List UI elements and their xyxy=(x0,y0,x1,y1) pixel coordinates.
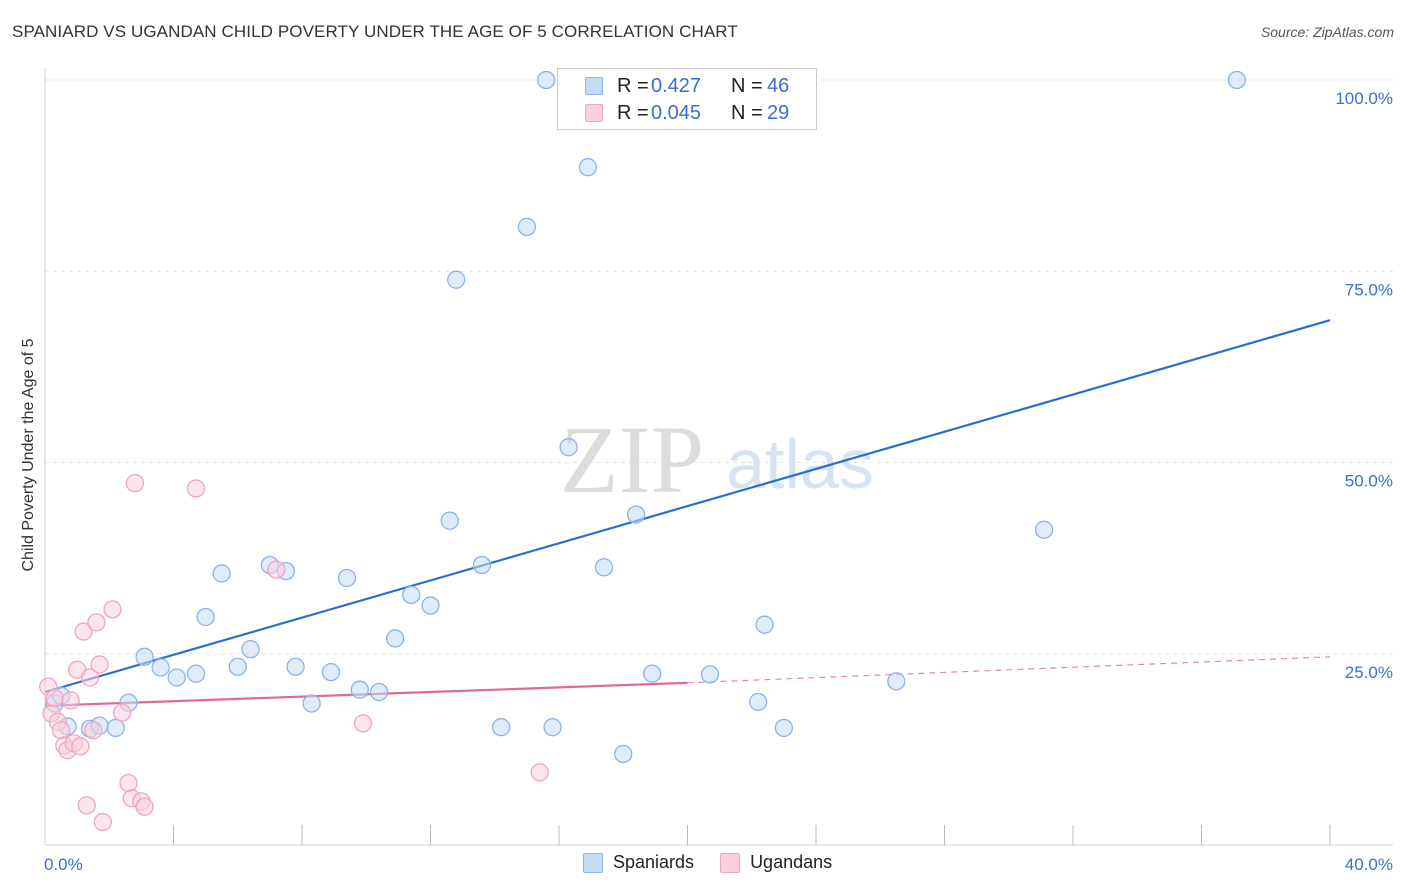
legend-r-label: R = xyxy=(617,101,649,124)
data-point xyxy=(103,600,122,619)
legend-n-value: 29 xyxy=(767,101,790,124)
legend-swatch-spaniards xyxy=(585,77,603,95)
trend-line-dashed-ugandans xyxy=(687,656,1331,684)
legend-r-label: R = xyxy=(617,74,649,97)
y-tick-label: 75.0% xyxy=(1345,280,1393,299)
data-point xyxy=(321,662,341,682)
chart-title: SPANIARD VS UGANDAN CHILD POVERTY UNDER … xyxy=(12,22,738,41)
data-point xyxy=(241,640,260,659)
data-point xyxy=(77,796,96,815)
data-point xyxy=(80,668,100,687)
legend-swatch-spaniards xyxy=(583,852,603,873)
data-point xyxy=(350,680,369,699)
data-point xyxy=(353,714,373,733)
legend-label-spaniards: Spaniards xyxy=(613,852,695,872)
data-point xyxy=(61,691,80,710)
data-point xyxy=(543,718,562,737)
data-point xyxy=(578,158,598,177)
data-point xyxy=(90,655,109,674)
data-point xyxy=(537,70,556,90)
data-point xyxy=(228,657,247,676)
data-point xyxy=(614,744,633,764)
data-point xyxy=(749,692,768,712)
watermark: ZIP atlas xyxy=(560,406,874,513)
x-tick-label-right: 40.0% xyxy=(1345,855,1393,874)
data-point xyxy=(212,564,231,583)
data-point xyxy=(559,438,578,457)
data-point xyxy=(1034,520,1054,539)
legend-swatch-ugandans xyxy=(585,104,603,122)
data-point xyxy=(135,797,154,816)
data-point xyxy=(151,658,170,677)
data-point xyxy=(386,629,405,648)
correlation-legend: R = 0.427 N = 46 R = 0.045 N = 29 xyxy=(557,68,817,130)
data-point xyxy=(887,672,906,691)
legend-item-ugandans[interactable]: Ugandans xyxy=(720,852,832,873)
data-point xyxy=(267,560,286,579)
data-point xyxy=(440,511,459,530)
data-point xyxy=(186,479,206,498)
data-points xyxy=(39,70,1246,832)
legend-swatch-ugandans xyxy=(720,852,741,873)
data-point xyxy=(421,596,440,615)
y-tick-label: 25.0% xyxy=(1345,663,1393,682)
legend-item-spaniards[interactable]: Spaniards xyxy=(583,852,694,873)
data-point xyxy=(302,694,321,713)
legend-n-value: 46 xyxy=(767,74,790,97)
data-point xyxy=(626,505,646,524)
data-point xyxy=(492,718,511,737)
legend-label-ugandans: Ugandans xyxy=(750,852,833,872)
legend-row-spaniards: R = 0.427 N = 46 xyxy=(585,74,790,98)
legend-n-label: N = xyxy=(731,74,763,97)
data-point xyxy=(402,585,421,604)
data-point xyxy=(643,664,662,683)
x-tick-label-left: 0.0% xyxy=(44,855,83,874)
data-point xyxy=(196,607,215,627)
data-point xyxy=(447,270,466,289)
data-point xyxy=(87,613,106,632)
y-tick-label: 100.0% xyxy=(1335,89,1393,108)
data-point xyxy=(106,718,125,738)
data-point xyxy=(84,721,103,740)
data-point xyxy=(112,703,132,722)
watermark-atlas: atlas xyxy=(726,425,874,503)
legend-r-value: 0.045 xyxy=(651,101,702,124)
data-point xyxy=(286,657,305,676)
trend-line-spaniards xyxy=(44,319,1331,694)
data-point xyxy=(594,558,614,577)
grid-lines xyxy=(45,79,1393,655)
legend-r-value: 0.427 xyxy=(651,74,702,97)
data-point xyxy=(774,718,794,738)
series-legend: Spaniards Ugandans xyxy=(583,852,858,873)
y-tick-label: 50.0% xyxy=(1345,472,1393,491)
data-point xyxy=(167,668,186,687)
source-label: Source: ZipAtlas.com xyxy=(1260,24,1394,40)
data-point xyxy=(755,615,774,634)
data-point xyxy=(74,622,93,641)
data-point xyxy=(472,555,492,575)
data-point xyxy=(93,812,112,832)
legend-n-label: N = xyxy=(731,101,763,124)
data-point xyxy=(71,737,90,756)
data-point xyxy=(337,568,357,588)
data-point xyxy=(369,682,389,702)
data-point xyxy=(186,664,206,683)
data-point xyxy=(119,773,138,793)
data-point xyxy=(135,647,154,666)
watermark-zip: ZIP xyxy=(560,406,704,513)
data-point xyxy=(1227,70,1246,90)
axes xyxy=(44,68,1393,846)
data-point xyxy=(700,665,720,684)
y-tick-labels: 25.0% 50.0% 75.0% 100.0% xyxy=(1335,89,1393,682)
data-point xyxy=(51,721,71,740)
data-point xyxy=(45,688,64,708)
legend-row-ugandans: R = 0.045 N = 29 xyxy=(585,101,790,125)
series-ugandans xyxy=(39,474,549,832)
data-point xyxy=(530,763,549,782)
data-point xyxy=(517,217,537,237)
data-point xyxy=(125,474,145,493)
